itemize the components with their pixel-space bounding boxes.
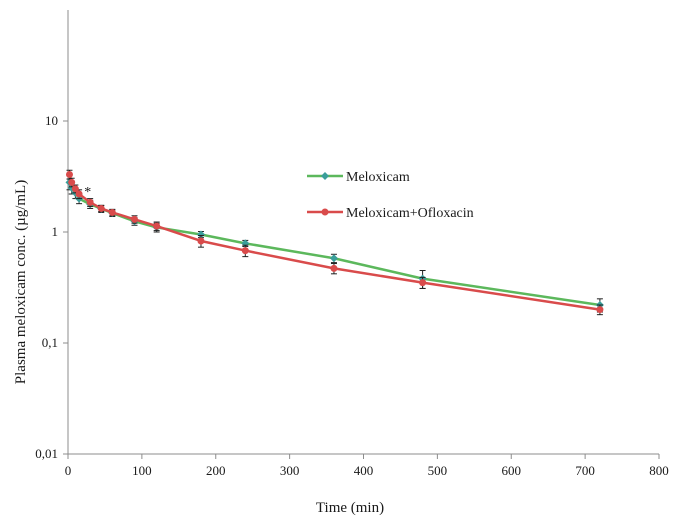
x-tick-label: 700: [575, 463, 595, 478]
data-point: [71, 185, 79, 193]
data-point: [86, 198, 94, 206]
data-point: [65, 170, 73, 178]
data-point: [108, 208, 116, 216]
x-tick-label: 600: [502, 463, 522, 478]
data-point: [329, 254, 338, 263]
y-axis-title: Plasma meloxicam conc. (µg/mL): [13, 180, 29, 384]
legend-label: Meloxicam: [346, 170, 410, 185]
x-tick-label: 500: [428, 463, 448, 478]
x-tick-label: 100: [132, 463, 152, 478]
data-point: [68, 178, 76, 186]
data-point: [97, 204, 105, 212]
y-tick-label: 0,01: [35, 446, 58, 461]
y-tick-label: 1: [52, 224, 59, 239]
data-point: [596, 306, 604, 314]
data-point: [241, 247, 249, 255]
legend-item: Meloxicam+Ofloxacin: [307, 206, 474, 221]
legend-marker: [321, 172, 329, 180]
data-point: [75, 190, 83, 198]
legend-item: Meloxicam: [307, 170, 410, 185]
x-tick-label: 300: [280, 463, 300, 478]
legend-marker: [321, 208, 329, 216]
significance-annotation: *: [84, 185, 91, 200]
series-meloxicam-ofloxacin: [65, 169, 604, 316]
data-point: [153, 222, 161, 230]
x-axis-title: Time (min): [316, 500, 384, 516]
data-point: [419, 279, 427, 287]
x-tick-label: 400: [354, 463, 374, 478]
data-point: [330, 264, 338, 272]
series-line: [68, 174, 601, 311]
legend: Meloxicam Meloxicam+Ofloxacin: [307, 170, 474, 221]
series-line: [68, 181, 601, 307]
x-tick-label: 0: [65, 463, 72, 478]
legend-label: Meloxicam+Ofloxacin: [346, 206, 474, 221]
series-meloxicam: [65, 175, 604, 313]
data-point: [196, 230, 205, 239]
y-tick-label: 0,1: [42, 335, 58, 350]
y-tick-label: 10: [45, 113, 58, 128]
x-tick-label: 800: [649, 463, 669, 478]
plot-area: *: [65, 169, 604, 316]
data-point: [130, 215, 138, 223]
data-point: [197, 237, 205, 245]
x-tick-label: 200: [206, 463, 226, 478]
axes: 0 100 200 300 400 500 600 700 800 0,01 0,1 1 10: [35, 10, 669, 478]
